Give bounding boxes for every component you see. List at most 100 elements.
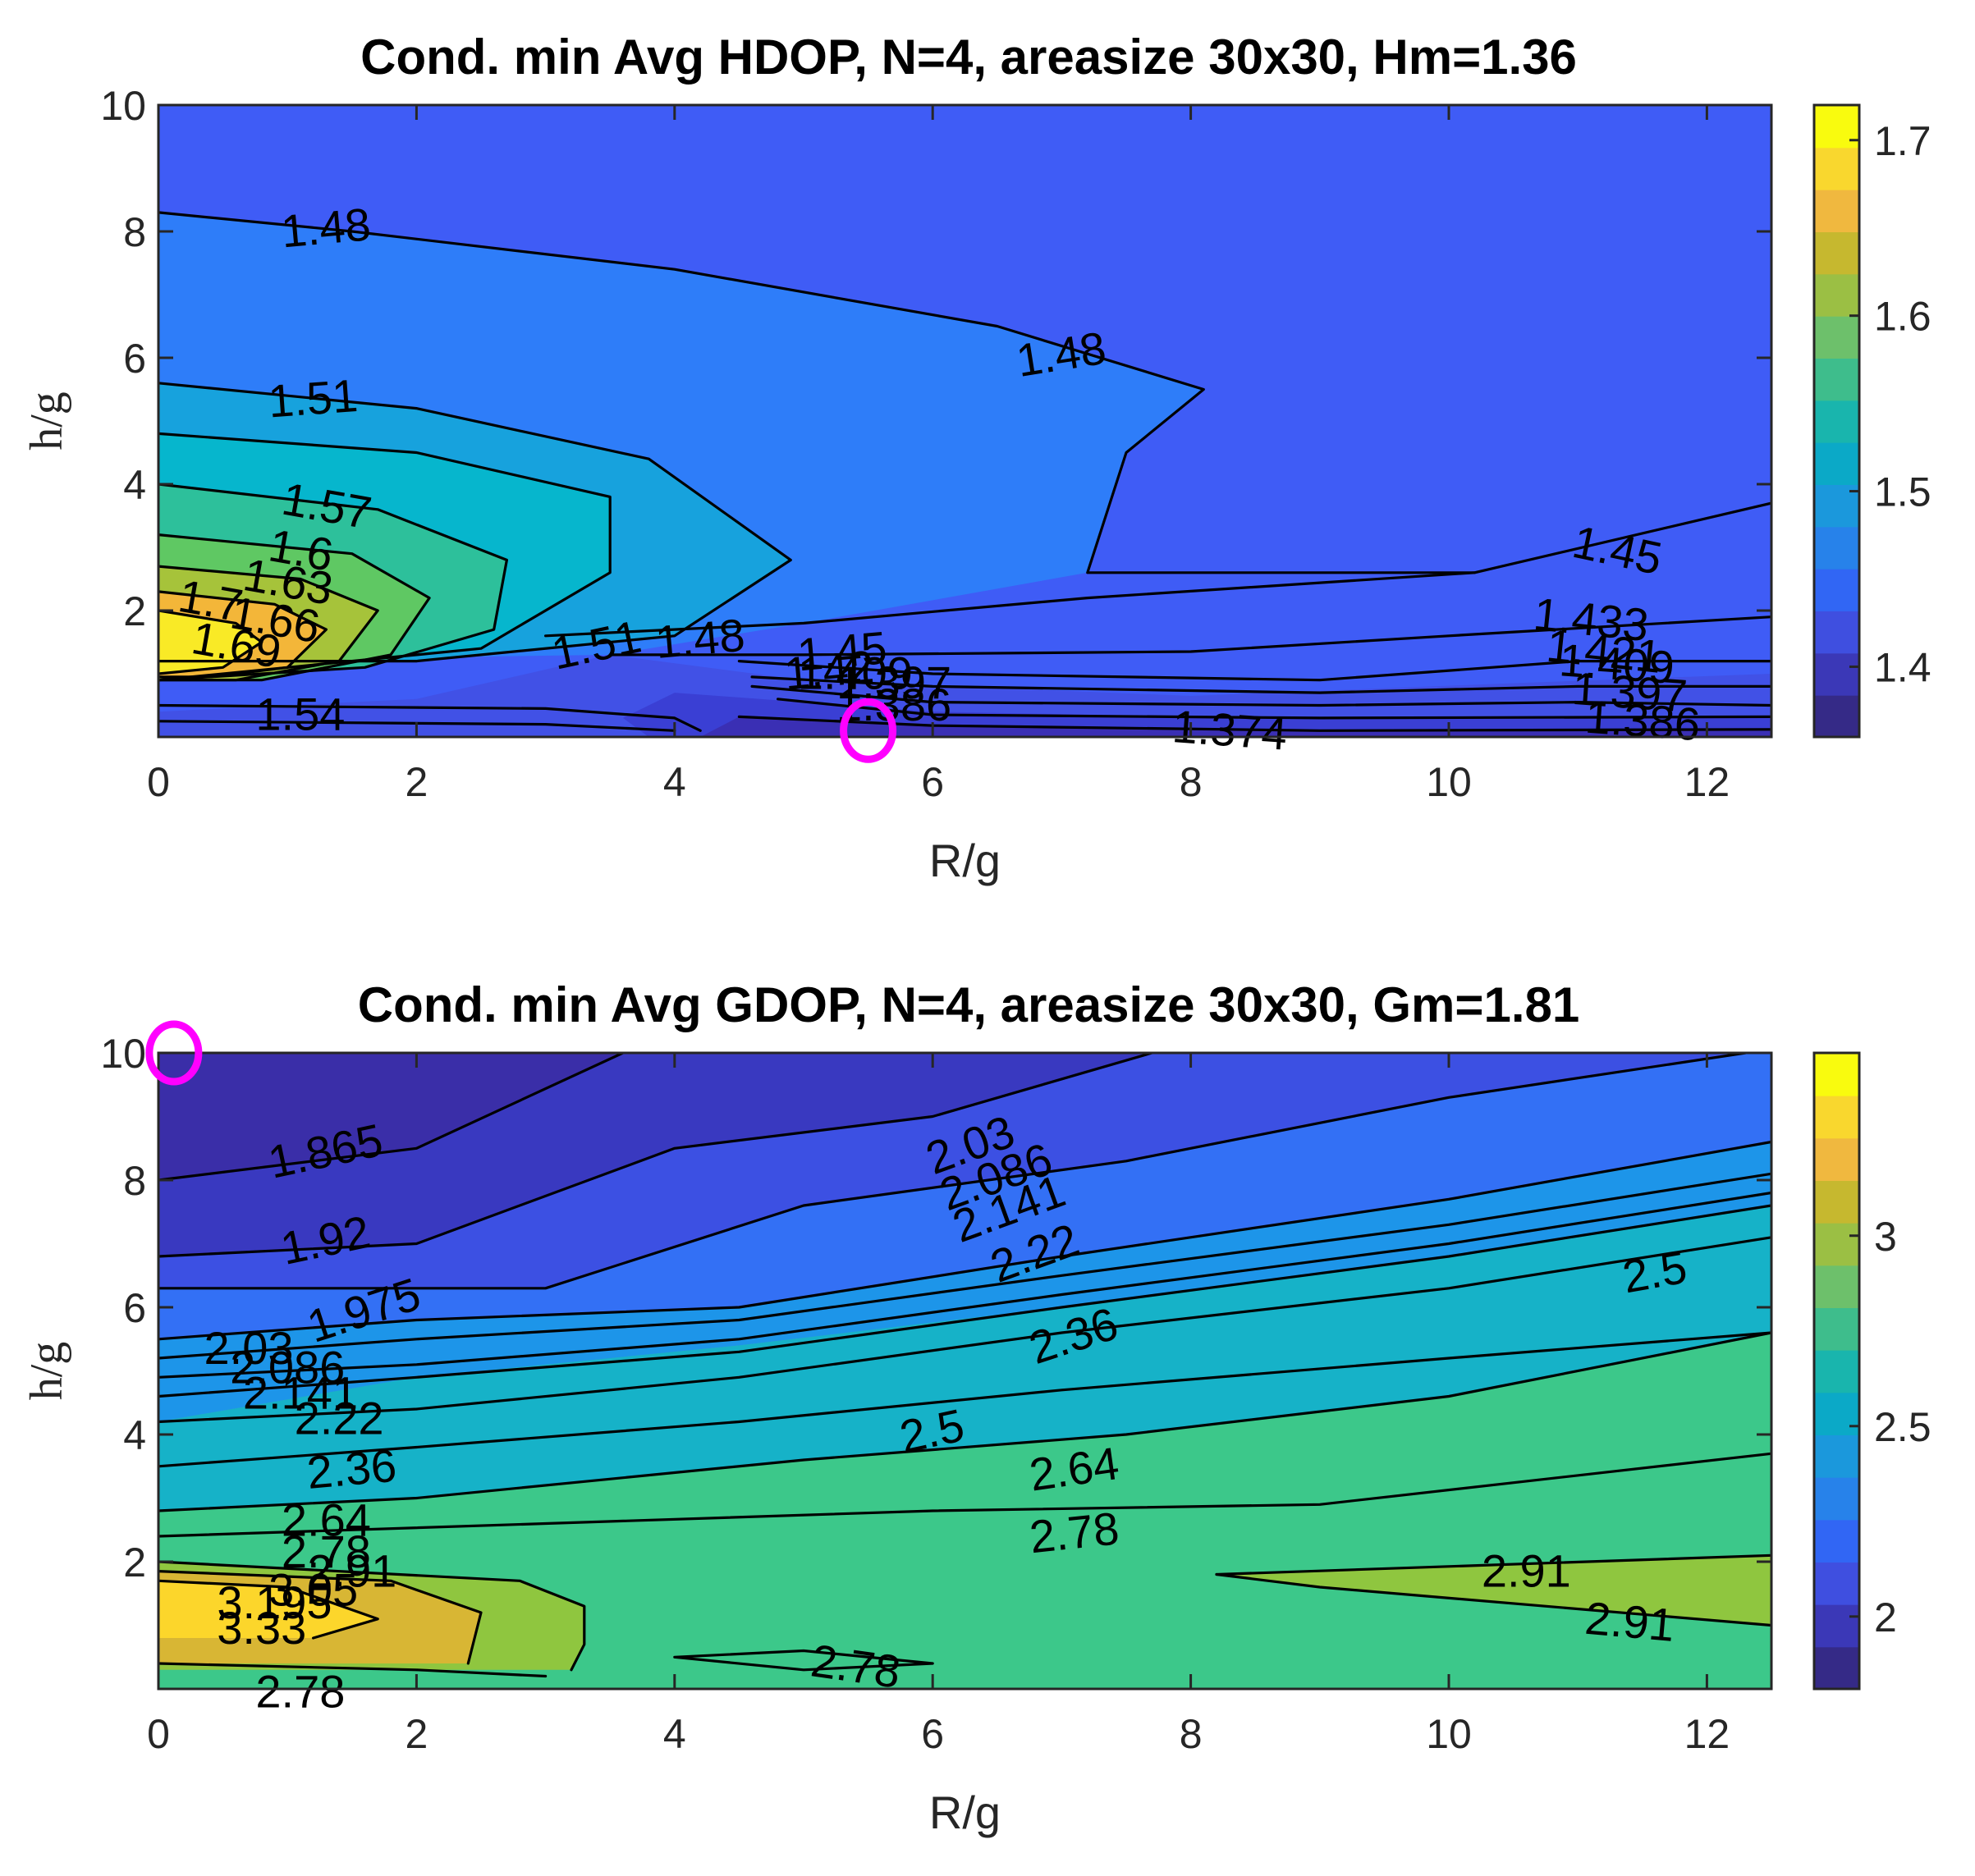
contour-line: [750, 675, 1771, 694]
x-tick-label: 10: [1426, 1711, 1472, 1757]
hdop-title: Cond. min Avg HDOP, N=4, areasize 30x30,…: [360, 30, 1577, 85]
y-tick-label: 10: [100, 1031, 146, 1077]
colorbar-tick-label: 1.4: [1874, 644, 1931, 690]
colorbar: 22.53: [1812, 1051, 1931, 1691]
contour-line: [158, 382, 792, 663]
contour-label: 1.48: [279, 198, 373, 257]
x-tick-label: 8: [1180, 1711, 1203, 1757]
contour-label: 1.374: [1171, 700, 1289, 760]
contour-line: [158, 565, 379, 682]
contour-label: 1.421: [1544, 620, 1664, 683]
contour-band: [158, 1581, 378, 1638]
contour-line: [158, 1569, 483, 1665]
contour-label: 1.45: [795, 621, 889, 680]
contour-label: 2.91: [1482, 1544, 1571, 1596]
colorbar-segment: [1814, 694, 1859, 738]
contour-line: [750, 684, 1771, 707]
colorbar-frame: [1812, 103, 1861, 739]
contour-label: 2.78: [255, 1666, 345, 1718]
y-tick-label: 10: [100, 83, 146, 129]
contour-label: 1.42: [782, 640, 876, 699]
x-axis-label: R/g: [929, 1787, 1001, 1838]
contour-band: [158, 1053, 1771, 1339]
contour-line: [158, 1140, 1771, 1341]
contour-label: 1.386: [1583, 691, 1702, 751]
contour-line: [737, 715, 1771, 732]
x-tick-label: 0: [147, 759, 170, 805]
contour-line: [158, 1053, 625, 1182]
contour-label: 2.78: [808, 1634, 904, 1698]
contour-line: [158, 211, 1771, 574]
colorbar-segment: [1814, 1180, 1859, 1224]
colorbar-tick-label: 1.7: [1874, 118, 1931, 164]
colorbar-segment: [1814, 1646, 1859, 1690]
contour-label: 2.78: [1027, 1502, 1121, 1563]
contour-label: 3.33: [217, 1602, 306, 1654]
contour-line: [158, 1191, 1771, 1379]
gdop-plot: Cond. min Avg GDOP, N=4, areasize 30x30,…: [21, 977, 1931, 1838]
colorbar-segment: [1814, 568, 1859, 611]
colorbar-segment: [1814, 1053, 1859, 1096]
colorbar-segment: [1814, 1519, 1859, 1563]
colorbar-segment: [1814, 400, 1859, 443]
contour-label: 2.5: [1619, 1241, 1691, 1303]
x-axis-label: R/g: [929, 835, 1001, 886]
contour-label: 2.91: [307, 1544, 396, 1596]
contour-line: [158, 483, 509, 682]
y-tick-label: 8: [123, 1158, 146, 1204]
colorbar-frame: [1812, 1051, 1861, 1691]
contour-label: 1.6: [265, 519, 337, 581]
contour-label: 2.36: [305, 1439, 398, 1499]
contour-label: 2.141: [243, 1366, 358, 1418]
colorbar-segment: [1814, 147, 1859, 190]
x-tick-label: 2: [405, 759, 428, 805]
colorbar-segment: [1814, 189, 1859, 232]
optimum-marker: [145, 1020, 203, 1086]
x-tick-label: 6: [921, 759, 944, 805]
x-tick-label: 6: [921, 1711, 944, 1757]
colorbar-segment: [1814, 1265, 1859, 1308]
contour-line: [158, 1204, 1771, 1398]
contour-label: 2.086: [230, 1341, 345, 1393]
colorbar-segment: [1814, 652, 1859, 696]
contour-label: 1.51: [267, 369, 360, 427]
contour-line: [158, 1331, 1771, 1468]
y-axis-label: h/g: [21, 1342, 72, 1401]
contour-band: [1217, 1555, 1771, 1626]
x-tick-label: 8: [1180, 759, 1203, 805]
contour-fill: [158, 105, 1771, 737]
colorbar-tick-label: 3: [1874, 1214, 1897, 1260]
contour-band: [158, 105, 1771, 573]
contour-line: [158, 1662, 548, 1678]
contour-line: [608, 615, 1771, 657]
colorbar-segment: [1814, 1349, 1859, 1393]
colorbar-segment: [1814, 1137, 1859, 1181]
colorbar-tick-label: 1.5: [1874, 469, 1931, 515]
contour-band: [158, 1053, 1746, 1288]
colorbar-segment: [1814, 1434, 1859, 1478]
y-tick-label: 4: [123, 462, 146, 508]
contour-label: 2.64: [282, 1494, 371, 1545]
contour-line: [158, 703, 702, 732]
contour-line: [158, 590, 328, 679]
contour-label: 1.433: [1531, 588, 1651, 651]
contour-line: [158, 1452, 1771, 1538]
colorbar-segment: [1814, 1307, 1859, 1351]
contour-line: [158, 432, 612, 682]
hdop-plot: Cond. min Avg HDOP, N=4, areasize 30x30,…: [21, 30, 1931, 886]
y-axis-label: h/g: [21, 391, 72, 451]
optimum-marker: [840, 698, 897, 763]
contour-label: 2.64: [1026, 1437, 1122, 1501]
colorbar-segment: [1814, 231, 1859, 275]
contour-line: [737, 659, 1771, 682]
colorbar-segment: [1814, 1222, 1859, 1266]
x-tick-label: 12: [1684, 759, 1730, 805]
x-tick-label: 4: [663, 759, 686, 805]
y-tick-label: 2: [123, 588, 146, 634]
y-tick-label: 4: [123, 1412, 146, 1458]
contour-label: 2.78: [282, 1526, 371, 1577]
contour-line: [1215, 1553, 1771, 1576]
colorbar-segment: [1814, 442, 1859, 485]
contour-label: 3.05: [268, 1564, 358, 1616]
